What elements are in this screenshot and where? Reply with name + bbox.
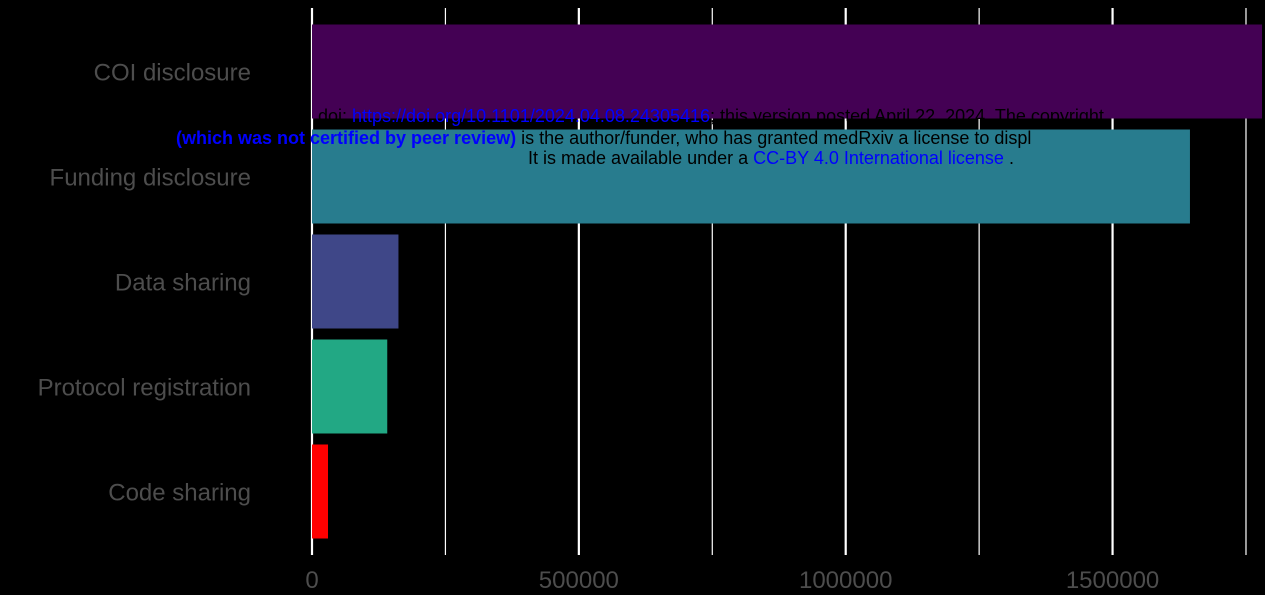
bar-coi-disclosure — [312, 24, 1262, 119]
y-tick-label: Code sharing — [108, 480, 251, 507]
y-tick-label: Protocol registration — [38, 375, 251, 402]
bar-protocol-registration — [312, 339, 388, 434]
x-axis-labels: 0 500000 1000000 1500000 — [305, 567, 1159, 594]
watermark-license-text: is the author/funder, who has granted me… — [516, 128, 1032, 148]
preprint-watermark-line3: It is made available under a CC-BY 4.0 I… — [528, 148, 1014, 168]
y-tick-label: Data sharing — [115, 270, 251, 297]
watermark-version-text: ; this version posted April 22, 2024. Th… — [710, 106, 1104, 126]
x-tick-label: 1000000 — [799, 567, 892, 594]
x-tick-label: 0 — [305, 567, 318, 594]
bars — [312, 24, 1262, 539]
watermark-available-text: It is made available under a — [528, 148, 754, 168]
watermark-license-link[interactable]: CC-BY 4.0 International license — [753, 148, 1004, 168]
watermark-doi-link[interactable]: https://doi.org/10.1101/2024.04.08.24305… — [352, 106, 711, 126]
x-tick-label: 500000 — [539, 567, 619, 594]
y-tick-label: Funding disclosure — [50, 165, 251, 192]
preprint-watermark-line1: doi: https://doi.org/10.1101/2024.04.08.… — [318, 106, 1104, 126]
y-axis-labels: COI disclosure Funding disclosure Data sha… — [38, 60, 251, 507]
watermark-suffix: . — [1003, 148, 1014, 168]
bar-funding-disclosure — [312, 129, 1190, 224]
x-tick-label: 1500000 — [1066, 567, 1159, 594]
watermark-doi-prefix: doi: — [318, 106, 353, 126]
watermark-peer-review-note: (which was not certified by peer review) — [176, 128, 517, 148]
preprint-watermark-line2: (which was not certified by peer review)… — [176, 128, 1031, 148]
y-tick-label: COI disclosure — [94, 60, 251, 87]
bar-code-sharing — [312, 444, 329, 539]
bar-data-sharing — [312, 234, 399, 329]
